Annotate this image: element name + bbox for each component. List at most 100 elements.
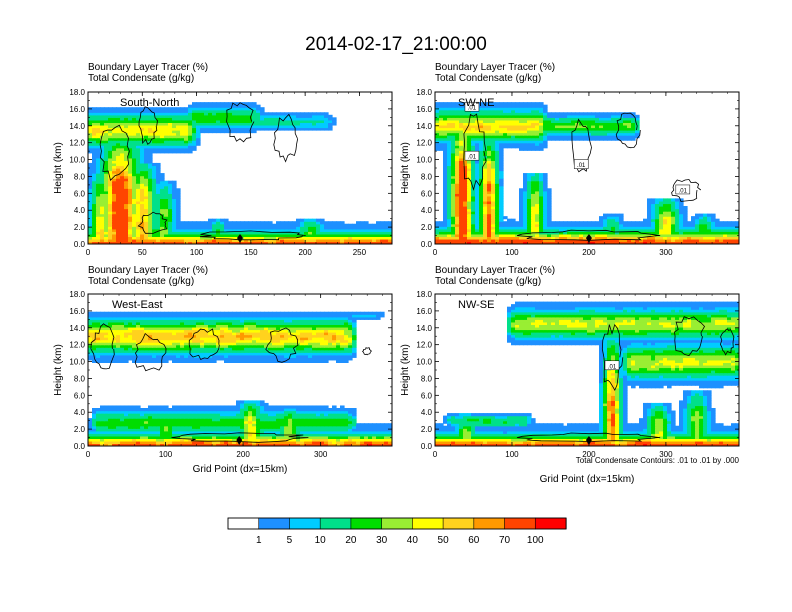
- tracer-cell: [304, 238, 309, 243]
- tracer-cell: [200, 233, 205, 237]
- tracer-cell: [543, 206, 548, 210]
- tracer-cell: [360, 435, 365, 439]
- tracer-cell: [212, 435, 217, 439]
- tracer-cell: [579, 233, 584, 237]
- tracer-cell: [164, 114, 169, 118]
- tracer-cell: [128, 170, 133, 174]
- tracer-cell: [100, 188, 105, 192]
- tracer-cell: [611, 112, 616, 116]
- tracer-cell: [116, 178, 121, 182]
- tracer-cell: [483, 152, 488, 156]
- tracer-cell: [176, 241, 181, 244]
- tracer-cell: [575, 226, 580, 230]
- tracer-cell: [312, 440, 317, 445]
- tracer-cell: [120, 155, 125, 159]
- tracer-cell: [96, 137, 101, 141]
- tracer-cell: [467, 241, 472, 244]
- tracer-cell: [356, 223, 361, 227]
- tracer-cell: [132, 155, 137, 159]
- tracer-cell: [539, 195, 544, 199]
- tracer-cell: [228, 231, 233, 235]
- tracer-cell: [316, 231, 321, 235]
- tracer-cell: [128, 443, 133, 446]
- tracer-cell: [188, 145, 193, 149]
- tracer-cell: [479, 233, 484, 237]
- tracer-cell: [587, 228, 592, 232]
- tracer-cell: [479, 170, 484, 174]
- tracer-cell: [491, 206, 496, 210]
- tracer-cell: [695, 236, 700, 240]
- tracer-cell: [332, 231, 337, 235]
- tracer-cell: [244, 102, 249, 106]
- tracer-cell: [372, 241, 377, 244]
- tracer-cell: [300, 443, 305, 446]
- tracer-cell: [443, 216, 448, 220]
- tracer-cell: [220, 428, 225, 432]
- tracer-cell: [180, 435, 185, 439]
- tracer-cell: [196, 114, 201, 118]
- tracer-cell: [192, 132, 197, 136]
- tracer-cell: [156, 137, 161, 141]
- tracer-cell: [144, 178, 149, 182]
- tracer-cell: [571, 223, 576, 227]
- tracer-cell: [344, 238, 349, 243]
- tracer-cell: [212, 221, 217, 225]
- tracer-cell: [136, 117, 141, 121]
- tracer-cell: [611, 135, 616, 139]
- tracer-cell: [116, 233, 121, 237]
- tracer-cell: [543, 221, 548, 225]
- tracer-cell: [543, 203, 548, 207]
- tracer-cell: [627, 226, 632, 230]
- tracer-cell: [659, 213, 664, 217]
- tracer-cell: [140, 213, 145, 217]
- tracer-cell: [132, 152, 137, 156]
- tracer-cell: [336, 435, 341, 439]
- tracer-cell: [124, 195, 129, 199]
- tracer-cell: [471, 168, 476, 172]
- tracer-cell: [627, 221, 632, 225]
- tracer-cell: [559, 233, 564, 237]
- tracer-cell: [487, 147, 492, 151]
- tracer-cell: [599, 127, 604, 131]
- tracer-cell: [384, 221, 389, 225]
- tracer-cell: [435, 147, 440, 151]
- tracer-cell: [160, 433, 165, 437]
- tracer-cell: [188, 127, 193, 131]
- tracer-cell: [140, 117, 145, 121]
- tracer-cell: [120, 142, 125, 146]
- tracer-cell: [499, 173, 504, 177]
- tracer-cell: [156, 211, 161, 215]
- tracer-cell: [148, 223, 153, 227]
- tracer-cell: [100, 119, 105, 123]
- tracer-cell: [463, 208, 468, 212]
- tracer-cell: [120, 438, 125, 442]
- tracer-cell: [356, 435, 361, 439]
- tracer-cell: [172, 190, 177, 194]
- tracer-cell: [631, 114, 636, 118]
- tracer-cell: [535, 175, 540, 179]
- tracer-cell: [571, 221, 576, 225]
- tracer-cell: [519, 221, 524, 225]
- tracer-cell: [463, 203, 468, 207]
- tracer-cell: [288, 435, 293, 439]
- tracer-cell: [503, 223, 508, 227]
- tracer-cell: [491, 233, 496, 237]
- tracer-cell: [132, 160, 137, 164]
- tracer-cell: [108, 132, 113, 136]
- tracer-cell: [380, 430, 385, 434]
- tracer-cell: [575, 236, 580, 240]
- tracer-cell: [136, 165, 141, 169]
- tracer-cell: [292, 127, 297, 131]
- tracer-cell: [96, 132, 101, 136]
- tracer-cell: [499, 127, 504, 131]
- tracer-cell: [615, 241, 620, 244]
- tracer-cell: [296, 443, 301, 446]
- tracer-cell: [124, 109, 129, 113]
- tracer-cell: [180, 228, 185, 232]
- tracer-cell: [180, 150, 185, 154]
- tracer-cell: [455, 107, 460, 111]
- tracer-cell: [132, 438, 137, 442]
- tracer-cell: [471, 127, 476, 131]
- tracer-cell: [447, 155, 452, 159]
- tracer-cell: [519, 190, 524, 194]
